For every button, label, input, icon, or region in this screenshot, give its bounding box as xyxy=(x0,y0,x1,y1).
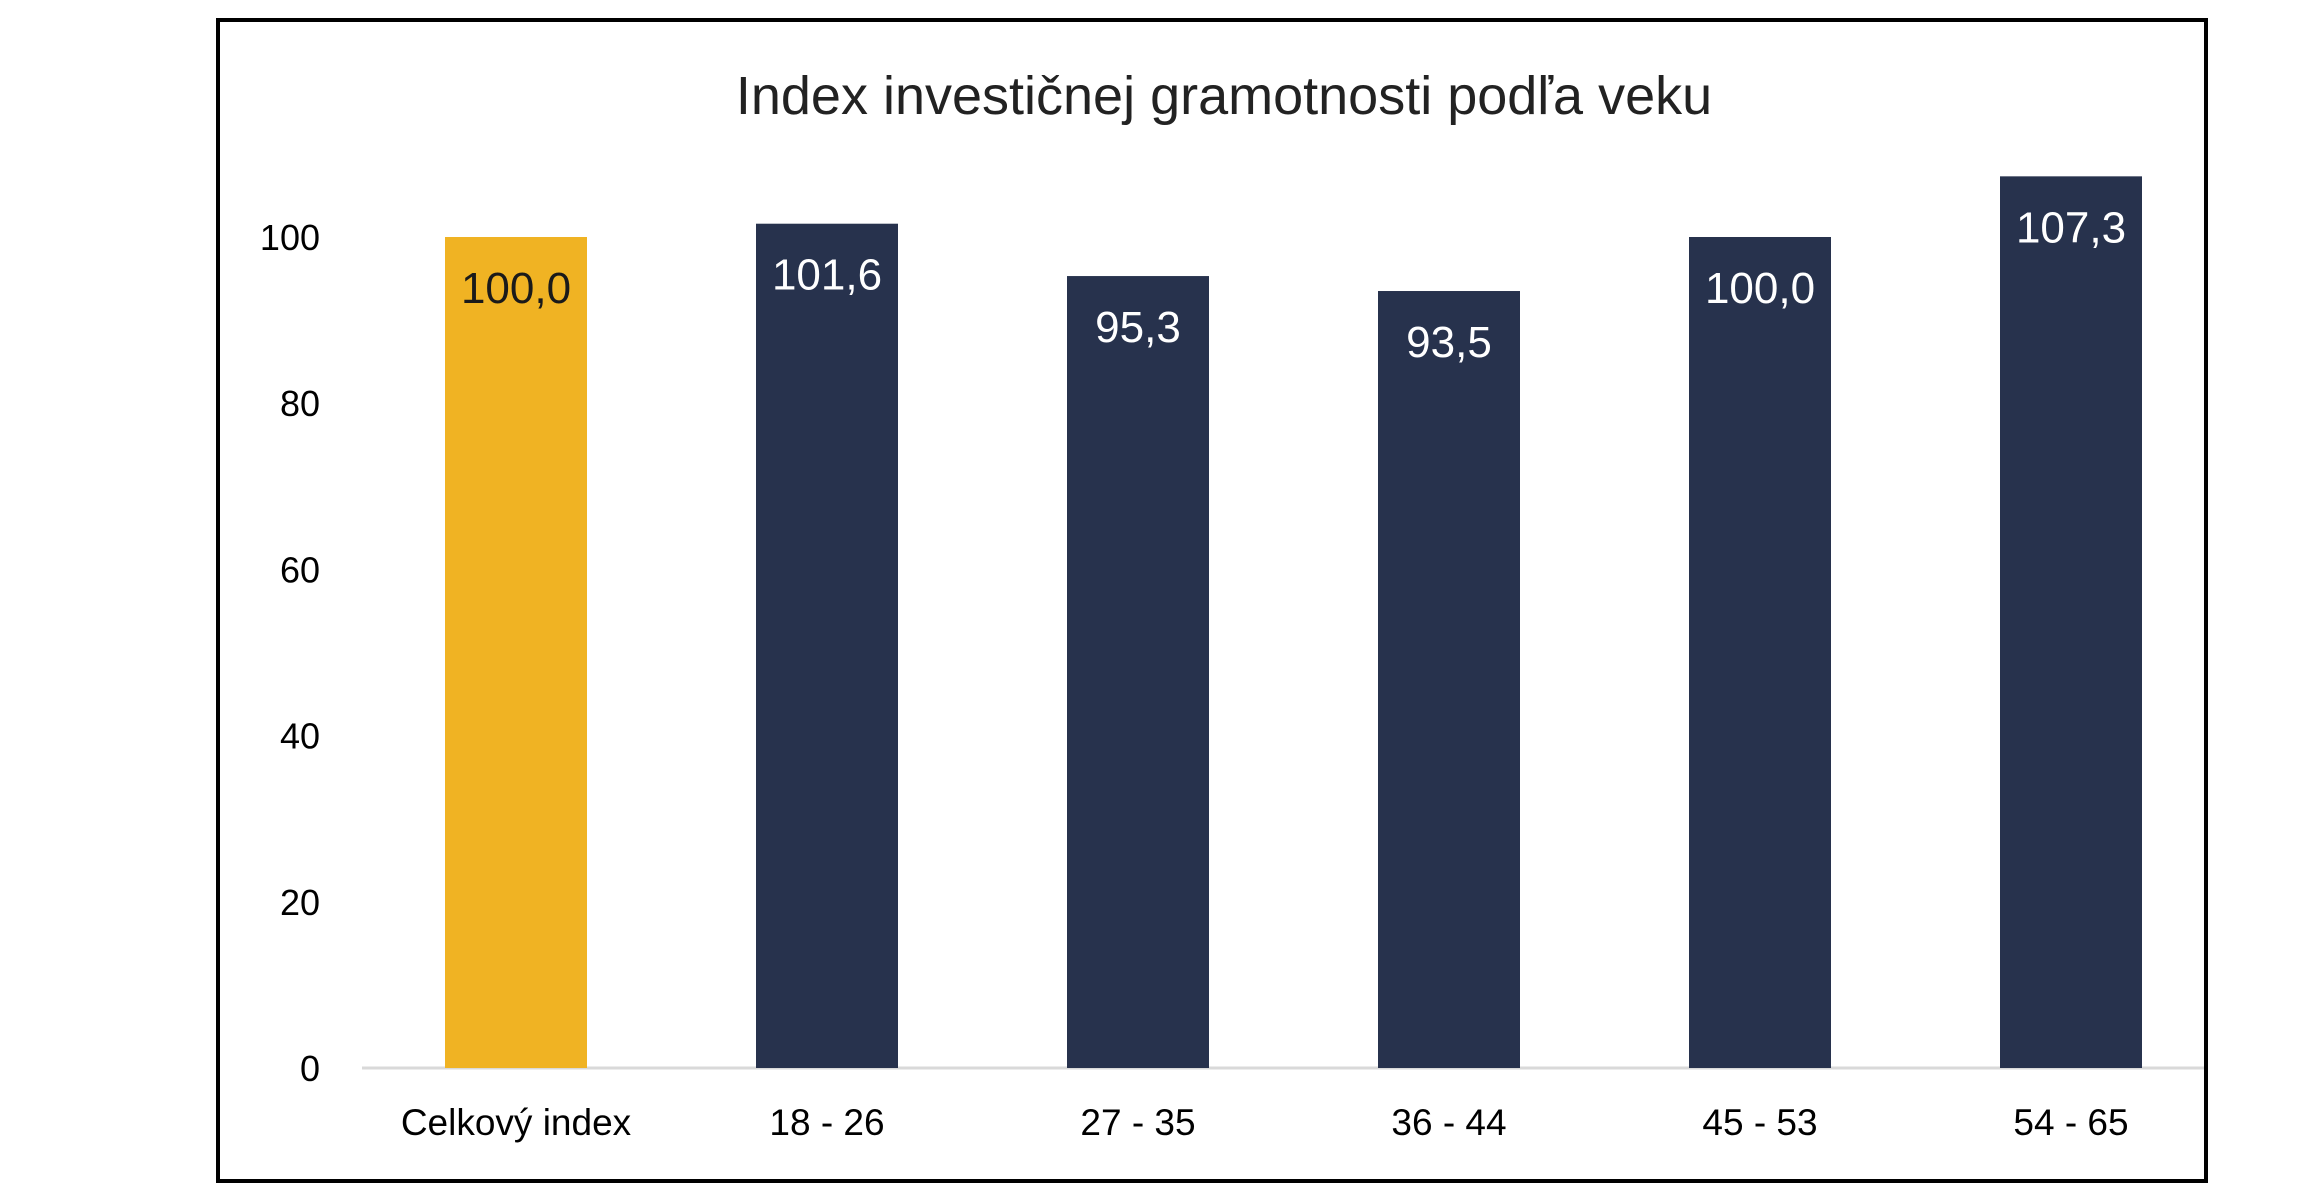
chart-title: Index investičnej gramotnosti podľa veku xyxy=(736,66,1712,126)
bar-highlight xyxy=(445,237,587,1068)
bar-value-label: 100,0 xyxy=(461,264,571,313)
bar-chart: Index investičnej gramotnosti podľa veku… xyxy=(260,66,2204,1143)
x-category-label: 27 - 35 xyxy=(1080,1102,1195,1143)
bar xyxy=(1689,237,1831,1068)
x-category-label: Celkový index xyxy=(401,1102,632,1143)
x-category-label: 36 - 44 xyxy=(1391,1102,1506,1143)
x-category-label: 54 - 65 xyxy=(2013,1102,2128,1143)
bar-value-label: 95,3 xyxy=(1095,303,1181,352)
bar-value-label: 93,5 xyxy=(1406,318,1492,367)
x-category-label: 45 - 53 xyxy=(1702,1102,1817,1143)
bar-value-label: 100,0 xyxy=(1705,264,1815,313)
data-labels: 100,0 101,6 95,3 93,5 100,0 107,3 xyxy=(461,203,2126,367)
y-tick-label: 0 xyxy=(300,1048,320,1089)
y-tick-label: 80 xyxy=(280,383,320,424)
chart-frame: Index investičnej gramotnosti podľa veku… xyxy=(216,18,2208,1183)
bar-value-label: 107,3 xyxy=(2016,203,2126,252)
bar xyxy=(756,223,898,1069)
bar-value-label: 101,6 xyxy=(772,251,882,300)
y-axis-ticks: 0 20 40 60 80 100 xyxy=(260,217,320,1089)
bars xyxy=(445,176,2142,1069)
y-tick-label: 40 xyxy=(280,716,320,757)
x-category-label: 18 - 26 xyxy=(769,1102,884,1143)
bar xyxy=(1378,291,1520,1068)
y-tick-label: 100 xyxy=(260,217,320,258)
bar xyxy=(1067,276,1209,1068)
category-labels: Celkový index 18 - 26 27 - 35 36 - 44 45 - 5… xyxy=(401,1102,2129,1143)
y-tick-label: 20 xyxy=(280,882,320,923)
bar xyxy=(2000,176,2142,1068)
y-tick-label: 60 xyxy=(280,549,320,590)
